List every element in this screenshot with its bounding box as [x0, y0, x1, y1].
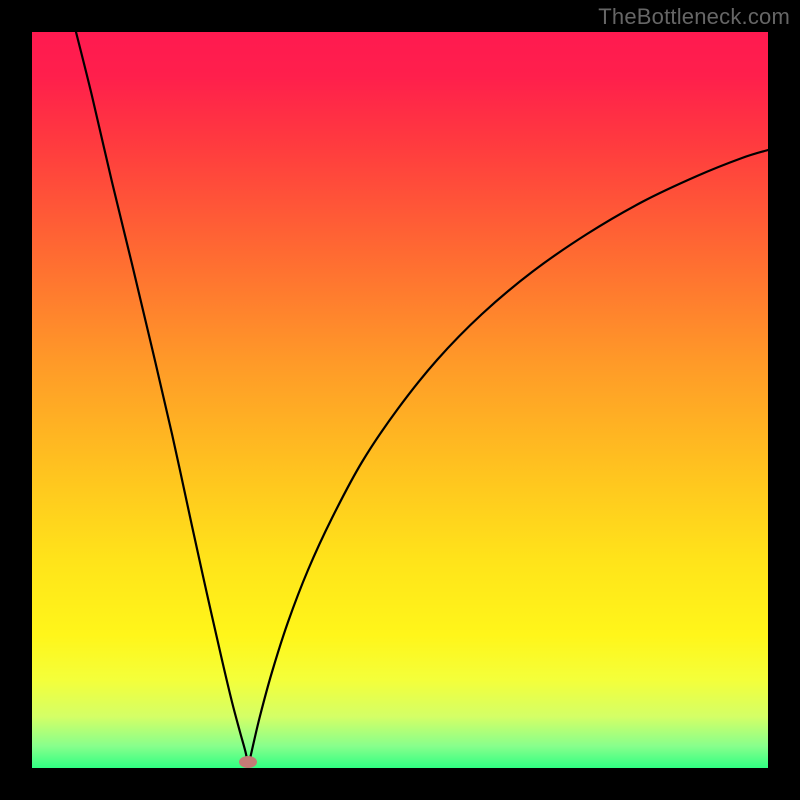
- plot-background: [32, 32, 768, 768]
- watermark-text: TheBottleneck.com: [598, 4, 790, 30]
- plot-area: [32, 32, 768, 768]
- plot-svg: [32, 32, 768, 768]
- min-marker: [239, 756, 257, 768]
- figure-root: TheBottleneck.com: [0, 0, 800, 800]
